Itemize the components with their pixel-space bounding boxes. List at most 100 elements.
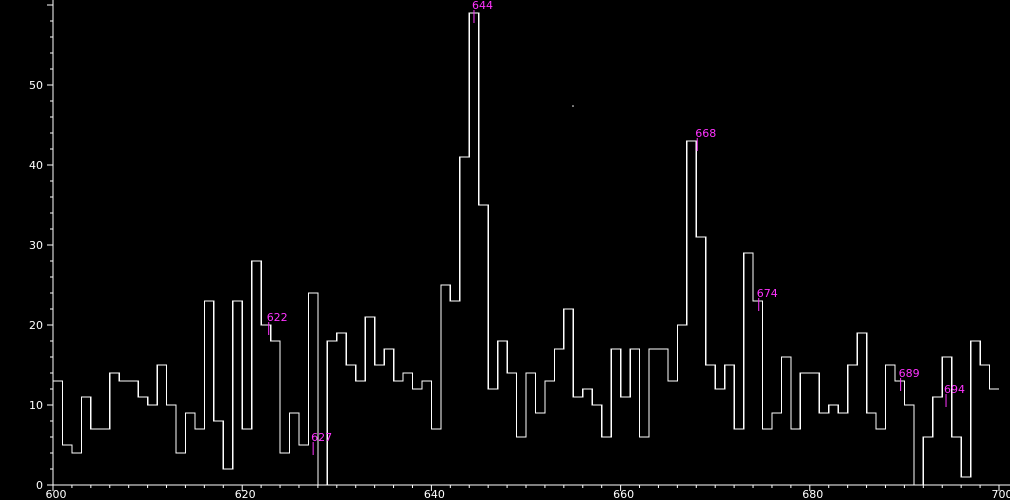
histogram-bin xyxy=(441,285,450,485)
x-tick-label: 660 xyxy=(613,488,634,500)
histogram-bin xyxy=(167,405,176,485)
histogram-bin xyxy=(772,413,781,485)
histogram-bin xyxy=(933,397,942,485)
stray-pixel xyxy=(572,105,574,107)
histogram-bin xyxy=(91,429,100,485)
histogram-bin xyxy=(261,325,270,485)
histogram-bin xyxy=(904,405,913,485)
histogram-bin xyxy=(460,157,469,485)
histogram-bin xyxy=(346,365,355,485)
histogram-bin xyxy=(233,301,242,485)
histogram-bin xyxy=(649,349,658,485)
histogram-bin xyxy=(412,389,421,485)
x-tick-label: 600 xyxy=(46,488,67,500)
histogram-bin xyxy=(488,389,497,485)
histogram-bin xyxy=(611,349,620,485)
histogram-bin xyxy=(573,397,582,485)
histogram-bin xyxy=(271,341,280,485)
histogram-bin xyxy=(592,405,601,485)
histogram-bin xyxy=(242,429,251,485)
histogram-bin xyxy=(507,373,516,485)
histogram-bin xyxy=(867,413,876,485)
histogram-bin xyxy=(72,453,81,485)
peak-label: 674 xyxy=(757,287,778,300)
histogram-bin xyxy=(554,349,563,485)
histogram-bin xyxy=(961,477,970,485)
histogram-bin xyxy=(942,357,951,485)
histogram-bin xyxy=(980,365,989,485)
histogram-bin xyxy=(100,429,109,485)
histogram-bin xyxy=(781,357,790,485)
histogram-bin xyxy=(327,341,336,485)
histogram-bin xyxy=(885,365,894,485)
histogram-bin xyxy=(971,341,980,485)
histogram-bin xyxy=(535,413,544,485)
peak-label: 689 xyxy=(899,367,920,380)
histogram-bin xyxy=(857,333,866,485)
histogram-bin xyxy=(810,373,819,485)
histogram-bin xyxy=(148,405,157,485)
histogram-bin xyxy=(290,413,299,485)
histogram-bin xyxy=(223,469,232,485)
histogram-bin xyxy=(479,205,488,485)
histogram-bin xyxy=(630,349,639,485)
histogram-bin xyxy=(422,381,431,485)
histogram-bin xyxy=(375,365,384,485)
histogram-bin xyxy=(185,413,194,485)
histogram-bin xyxy=(696,237,705,485)
histogram-bin xyxy=(990,389,999,485)
histogram-bin xyxy=(923,437,932,485)
histogram-bin xyxy=(829,405,838,485)
histogram-bin xyxy=(706,365,715,485)
histogram-bin xyxy=(819,413,828,485)
histogram-bin xyxy=(753,301,762,485)
histogram-bin xyxy=(715,389,724,485)
histogram-bin xyxy=(252,261,261,485)
histogram-bin xyxy=(800,373,809,485)
histogram-bin xyxy=(138,397,147,485)
histogram-bin xyxy=(195,429,204,485)
peak-label: 694 xyxy=(944,383,965,396)
y-tick-label: 40 xyxy=(29,159,43,172)
histogram-bin xyxy=(526,373,535,485)
axes: 0 10 20 30 40 50 600 620 640 660 680 700 xyxy=(29,0,1010,500)
histogram-bin xyxy=(110,373,119,485)
histogram-bin xyxy=(53,381,62,485)
histogram-bin xyxy=(640,437,649,485)
histogram-bin xyxy=(394,381,403,485)
x-tick-label: 700 xyxy=(992,488,1010,500)
histogram-bin xyxy=(668,381,677,485)
histogram-bin xyxy=(658,349,667,485)
histogram-bin xyxy=(763,429,772,485)
histogram-bin xyxy=(876,429,885,485)
histogram-bin xyxy=(384,349,393,485)
x-tick-label: 680 xyxy=(802,488,823,500)
histogram-bin xyxy=(545,381,554,485)
histogram-bin xyxy=(299,445,308,485)
histogram-bin xyxy=(469,13,478,485)
y-tick-label: 10 xyxy=(29,399,43,412)
histogram-bin xyxy=(583,389,592,485)
histogram-bin xyxy=(450,301,459,485)
histogram-bin xyxy=(725,365,734,485)
peak-label: 622 xyxy=(267,311,288,324)
y-tick-label: 0 xyxy=(36,479,43,492)
histogram-bin xyxy=(744,253,753,485)
histogram-bin xyxy=(176,453,185,485)
histogram-bin xyxy=(403,373,412,485)
histogram-bin xyxy=(687,141,696,485)
histogram-bin xyxy=(564,309,573,485)
peak-label: 627 xyxy=(311,431,332,444)
peak-label: 668 xyxy=(695,127,716,140)
y-tick-label: 20 xyxy=(29,319,43,332)
histogram-bin xyxy=(621,397,630,485)
histogram-bin xyxy=(677,325,686,485)
histogram-bin xyxy=(62,445,71,485)
histogram-bin xyxy=(602,437,611,485)
histogram-bin xyxy=(791,429,800,485)
histogram-bin xyxy=(734,429,743,485)
histogram-bin xyxy=(204,301,213,485)
histogram-bin xyxy=(356,381,365,485)
